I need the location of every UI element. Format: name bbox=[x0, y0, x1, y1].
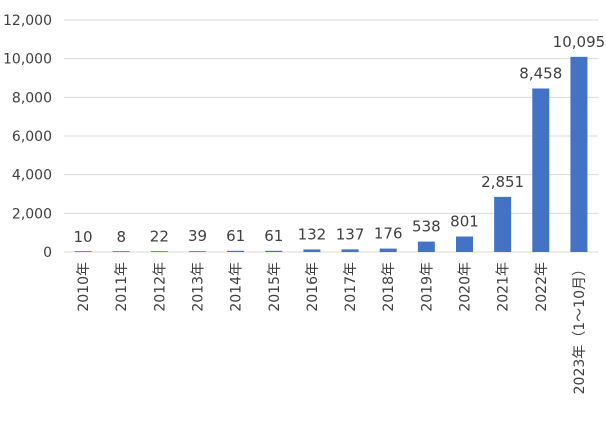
x-category-label: 2017年 bbox=[343, 262, 359, 312]
y-tick-label: 8,000 bbox=[12, 90, 52, 106]
bar bbox=[379, 248, 397, 252]
y-tick-label: 0 bbox=[43, 245, 52, 261]
bar bbox=[227, 250, 245, 252]
data-label: 132 bbox=[298, 225, 327, 243]
bar bbox=[265, 250, 283, 252]
bar bbox=[74, 251, 92, 252]
data-label: 8,458 bbox=[519, 64, 562, 82]
x-category-label: 2020年 bbox=[458, 262, 474, 312]
x-category-label: 2011年 bbox=[114, 262, 130, 312]
x-axis-category-labels: 2010年 2011年 2012年 2013年 2014年 2015年 2016年 2017年… bbox=[76, 262, 588, 394]
data-labels: 10 8 22 39 61 61 132 137 176 538 801 2,851 8,458 10,0… bbox=[74, 33, 606, 246]
bar bbox=[417, 241, 435, 252]
y-tick-label: 12,000 bbox=[3, 13, 52, 29]
bars bbox=[74, 56, 588, 252]
bar bbox=[494, 196, 512, 252]
data-label: 10 bbox=[74, 228, 93, 246]
y-axis-tick-labels: 0 2,000 4,000 6,000 8,000 10,000 12,000 bbox=[3, 13, 52, 261]
bar bbox=[456, 236, 473, 252]
y-tick-label: 4,000 bbox=[12, 168, 52, 184]
bar bbox=[150, 251, 168, 252]
data-label: 176 bbox=[374, 225, 403, 243]
x-category-label: 2015年 bbox=[267, 262, 283, 312]
y-tick-label: 2,000 bbox=[12, 206, 52, 222]
y-tick-label: 6,000 bbox=[12, 129, 52, 145]
data-label: 39 bbox=[188, 227, 207, 245]
x-category-label: 2013年 bbox=[191, 262, 207, 312]
x-category-label: 2014年 bbox=[229, 262, 245, 312]
data-label: 538 bbox=[412, 218, 441, 236]
bar bbox=[532, 88, 550, 252]
bar bbox=[112, 251, 130, 252]
x-category-label: 2023年（1～10月） bbox=[572, 262, 588, 394]
x-category-label: 2012年 bbox=[152, 262, 168, 312]
data-label: 801 bbox=[450, 213, 479, 231]
data-label: 61 bbox=[226, 227, 245, 245]
bar bbox=[303, 249, 321, 252]
data-label: 2,851 bbox=[481, 173, 524, 191]
data-label: 10,095 bbox=[553, 33, 606, 51]
data-label: 61 bbox=[264, 227, 283, 245]
x-category-label: 2022年 bbox=[534, 262, 550, 312]
y-tick-label: 10,000 bbox=[3, 52, 52, 68]
x-category-label: 2016年 bbox=[305, 262, 321, 312]
data-label: 22 bbox=[150, 228, 169, 246]
x-category-label: 2010年 bbox=[76, 262, 92, 312]
bar bbox=[189, 251, 206, 252]
bar bbox=[570, 56, 588, 252]
gridlines bbox=[64, 19, 598, 253]
data-label: 8 bbox=[116, 228, 126, 246]
x-category-label: 2019年 bbox=[419, 262, 435, 312]
x-category-label: 2021年 bbox=[496, 262, 512, 312]
bar bbox=[341, 249, 359, 252]
x-category-label: 2018年 bbox=[381, 262, 397, 312]
data-label: 137 bbox=[336, 225, 365, 243]
